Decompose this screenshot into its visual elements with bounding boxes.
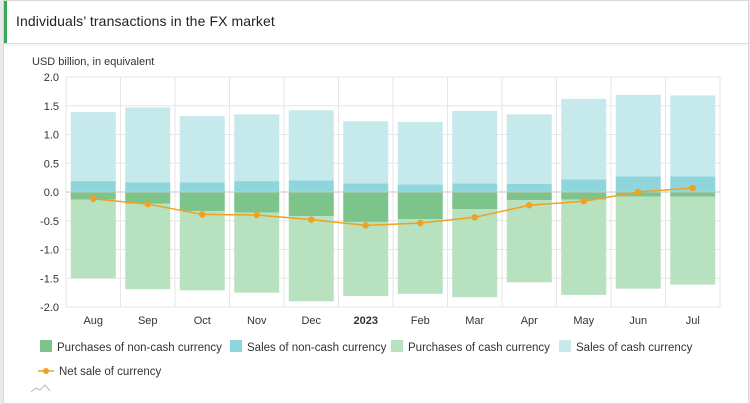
y-tick-label: -1.5 <box>40 273 59 285</box>
bar-segment <box>452 192 498 210</box>
bar-segment <box>561 98 607 180</box>
bar-segment <box>397 121 443 185</box>
net-sale-point[interactable] <box>199 211 206 218</box>
y-tick-label: -0.5 <box>40 216 59 228</box>
bar-segment <box>343 221 389 297</box>
net-sale-line <box>90 184 696 229</box>
bar-segment <box>615 176 661 192</box>
net-sale-point[interactable] <box>580 198 587 205</box>
x-tick-label: Apr <box>521 315 538 327</box>
bar-segment <box>234 212 280 293</box>
legend: Purchases of non-cash currency Sales of n… <box>38 340 693 378</box>
bar-segment <box>125 107 171 183</box>
x-tick-label: Dec <box>301 315 321 327</box>
bar-series <box>70 94 716 302</box>
bar-segment <box>452 110 498 184</box>
bar-segment <box>288 216 334 302</box>
legend-label[interactable]: Purchases of non-cash currency <box>57 342 222 354</box>
sparkline-icon <box>30 384 51 393</box>
net-sale-point[interactable] <box>253 211 260 219</box>
x-tick-label: May <box>573 315 594 327</box>
y-tick-label: 1.0 <box>44 130 59 142</box>
legend-label[interactable]: Sales of cash currency <box>576 342 693 354</box>
net-sale-point[interactable] <box>526 202 533 209</box>
net-sale-point[interactable] <box>362 222 369 229</box>
bar-segment <box>288 110 334 181</box>
net-sale-point[interactable] <box>308 216 315 223</box>
bar-segment <box>179 210 225 291</box>
chart-title: Individuals’ transactions in the FX mark… <box>16 13 275 29</box>
x-tick-label: Feb <box>411 315 430 327</box>
bar-segment <box>561 179 607 192</box>
bar-segment <box>179 192 225 211</box>
bar-segment <box>343 121 389 184</box>
bar-segment <box>670 192 716 197</box>
header-accent-bar <box>4 1 7 43</box>
card-header: Individuals’ transactions in the FX mark… <box>4 1 748 44</box>
bar-segment <box>506 183 552 192</box>
bar-segment <box>234 114 280 182</box>
bar-segment <box>125 192 171 204</box>
bar-segment <box>179 182 225 192</box>
net-sale-point[interactable] <box>144 200 151 208</box>
bar-segment <box>670 95 716 177</box>
legend-swatch <box>559 340 571 352</box>
bar-segment <box>179 116 225 183</box>
net-sale-polyline <box>93 187 693 227</box>
bar-segment <box>670 196 716 285</box>
bar-segment <box>506 114 552 184</box>
net-sale-point[interactable] <box>635 188 642 196</box>
legend-swatch <box>230 340 242 352</box>
x-tick-label: Jun <box>629 315 647 327</box>
x-tick-label: Mar <box>465 315 484 327</box>
x-tick-label: Oct <box>194 315 211 327</box>
y-tick-label: -1.0 <box>40 245 59 257</box>
net-sale-point[interactable] <box>417 219 424 227</box>
y-tick-label: 1.5 <box>44 101 59 113</box>
bar-segment <box>615 196 661 289</box>
legend-label[interactable]: Purchases of cash currency <box>408 342 550 354</box>
bar-segment <box>125 182 171 192</box>
axes: 2.0 1.5 1.0 0.5 0.0 -0.5 -1.0 -1.5 -2.0 Aug Sep Oct… <box>40 72 720 327</box>
bar-segment <box>70 112 116 182</box>
legend-swatch <box>40 340 52 352</box>
bar-segment <box>397 184 443 192</box>
bar-segment <box>452 209 498 298</box>
legend-label[interactable]: Sales of non-cash currency <box>247 342 387 354</box>
net-sale-point[interactable] <box>471 214 478 221</box>
bar-segment <box>288 192 334 217</box>
x-tick-label: Jul <box>686 315 700 327</box>
y-tick-label: 0.0 <box>44 187 59 199</box>
bar-segment <box>234 181 280 192</box>
bar-segment <box>234 192 280 213</box>
legend-swatch <box>391 340 403 352</box>
bar-segment <box>561 192 607 200</box>
x-tick-label: Nov <box>247 315 267 327</box>
legend-label[interactable]: Net sale of currency <box>59 366 162 378</box>
bar-segment <box>452 183 498 192</box>
x-tick-label: Aug <box>83 315 103 327</box>
x-tick-label: 2023 <box>354 315 378 327</box>
bar-segment <box>561 199 607 295</box>
bar-segment <box>615 94 661 177</box>
y-axis-unit-label: USD billion, in equivalent <box>32 56 154 68</box>
bar-segment <box>343 183 389 192</box>
y-tick-label: 0.5 <box>44 158 59 170</box>
bar-segment <box>125 203 171 290</box>
net-sale-point[interactable] <box>90 195 97 203</box>
x-tick-label: Sep <box>138 315 158 327</box>
bar-segment <box>343 192 389 222</box>
bar-segment <box>70 181 116 192</box>
bar-segment <box>397 192 443 220</box>
y-tick-label: -2.0 <box>40 302 59 314</box>
y-tick-label: 2.0 <box>44 72 59 84</box>
legend-marker <box>43 368 49 374</box>
bar-segment <box>397 219 443 294</box>
bar-segment <box>70 199 116 279</box>
net-sale-point[interactable] <box>689 184 696 192</box>
bar-segment <box>506 192 552 201</box>
bar-segment <box>288 180 334 192</box>
bar-segment <box>506 200 552 283</box>
